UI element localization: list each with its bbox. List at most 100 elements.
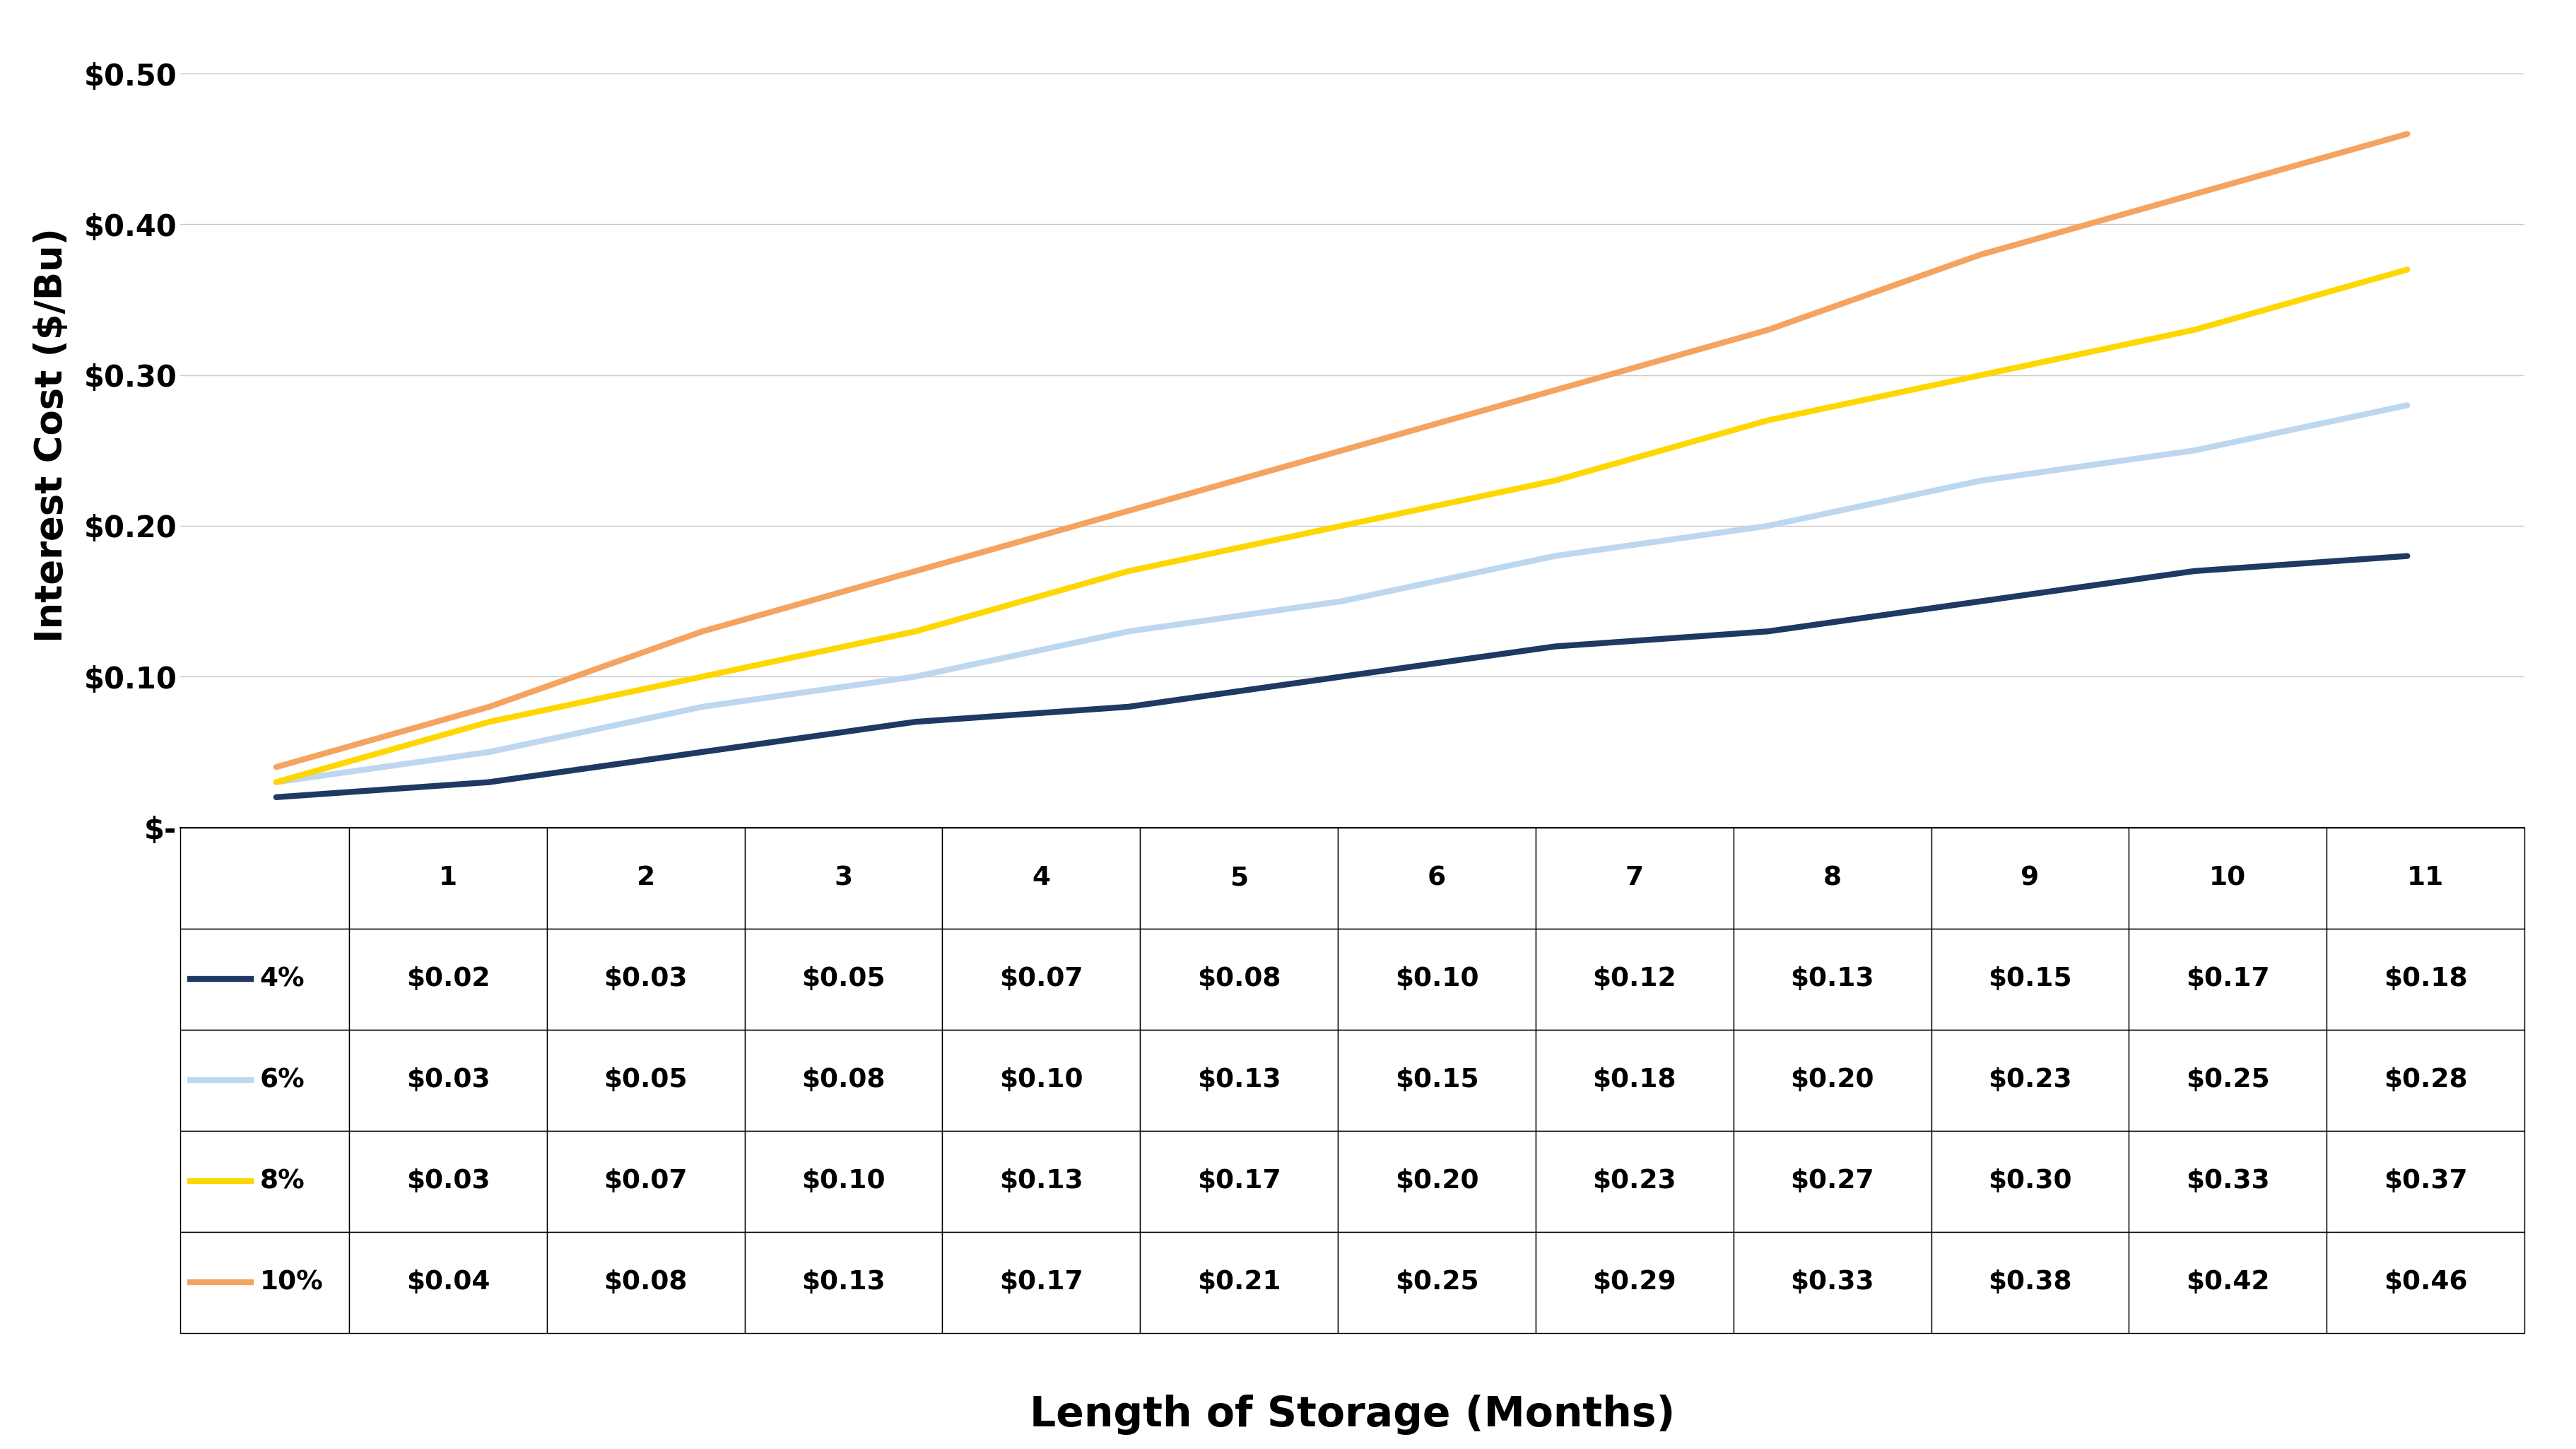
Bar (1734, 827, 1932, 929)
Bar (1932, 929, 2128, 1030)
Bar (1734, 1030, 1932, 1130)
Text: $0.37: $0.37 (2383, 1169, 2468, 1194)
Text: $0.28: $0.28 (2383, 1068, 2468, 1093)
Bar (1734, 1130, 1932, 1232)
Bar (180, 1130, 350, 1232)
Text: $0.18: $0.18 (1592, 1068, 1677, 1093)
Text: $0.29: $0.29 (1592, 1269, 1677, 1295)
Bar (2326, 827, 2524, 929)
Text: $0.15: $0.15 (1394, 1068, 1479, 1093)
Text: $0.03: $0.03 (407, 1169, 489, 1194)
Text: $0.05: $0.05 (603, 1068, 688, 1093)
Bar (2128, 929, 2326, 1030)
Text: $0.04: $0.04 (407, 1269, 489, 1295)
Text: $0.13: $0.13 (801, 1269, 886, 1295)
Bar (1337, 1232, 1535, 1333)
Bar (350, 929, 546, 1030)
Text: $0.25: $0.25 (2187, 1068, 2269, 1093)
Text: 9: 9 (2020, 865, 2040, 891)
Bar (1141, 1130, 1337, 1232)
Text: 11: 11 (2406, 865, 2445, 891)
Text: 10%: 10% (260, 1269, 322, 1295)
Text: $0.33: $0.33 (2187, 1169, 2269, 1194)
Bar (1535, 1030, 1734, 1130)
Text: 10: 10 (2210, 865, 2246, 891)
Text: $0.17: $0.17 (999, 1269, 1082, 1295)
Bar (943, 1030, 1141, 1130)
Bar (546, 929, 744, 1030)
Text: $0.46: $0.46 (2383, 1269, 2468, 1295)
Text: $0.03: $0.03 (603, 966, 688, 991)
Text: $0.08: $0.08 (1198, 966, 1280, 991)
Bar (180, 827, 350, 929)
Text: $0.23: $0.23 (1989, 1068, 2071, 1093)
Bar (2128, 1232, 2326, 1333)
Text: $0.21: $0.21 (1198, 1269, 1280, 1295)
Bar (2128, 1130, 2326, 1232)
Bar (350, 1232, 546, 1333)
Bar (350, 1030, 546, 1130)
Text: $0.25: $0.25 (1394, 1269, 1479, 1295)
Bar (744, 929, 943, 1030)
Text: $0.17: $0.17 (1198, 1169, 1280, 1194)
Bar (1535, 827, 1734, 929)
Bar (2326, 1030, 2524, 1130)
Text: $0.13: $0.13 (1790, 966, 1875, 991)
Text: $0.07: $0.07 (999, 966, 1082, 991)
Bar (1932, 1232, 2128, 1333)
Bar (943, 1232, 1141, 1333)
Bar (744, 1130, 943, 1232)
Text: $0.10: $0.10 (801, 1169, 886, 1194)
Bar (180, 929, 350, 1030)
Text: $0.17: $0.17 (2187, 966, 2269, 991)
Bar (1141, 827, 1337, 929)
Bar (1535, 929, 1734, 1030)
Bar (2326, 929, 2524, 1030)
Text: $0.18: $0.18 (2383, 966, 2468, 991)
Bar (1141, 1232, 1337, 1333)
Text: $0.20: $0.20 (1396, 1169, 1479, 1194)
Text: $0.20: $0.20 (1790, 1068, 1875, 1093)
Text: 2: 2 (636, 865, 654, 891)
Text: $0.15: $0.15 (1989, 966, 2071, 991)
Text: 5: 5 (1229, 865, 1249, 891)
Bar (943, 1130, 1141, 1232)
Bar (1337, 929, 1535, 1030)
Text: 8: 8 (1824, 865, 1842, 891)
Bar (1932, 1130, 2128, 1232)
Bar (350, 1130, 546, 1232)
Bar (943, 827, 1141, 929)
Text: $0.38: $0.38 (1989, 1269, 2071, 1295)
Bar (546, 1232, 744, 1333)
Text: 3: 3 (835, 865, 853, 891)
Bar (180, 1030, 350, 1130)
Bar (1535, 1130, 1734, 1232)
Bar (546, 1030, 744, 1130)
Bar (1932, 827, 2128, 929)
Text: 7: 7 (1625, 865, 1643, 891)
Bar (1734, 1232, 1932, 1333)
Bar (1337, 1030, 1535, 1130)
Bar (1337, 1130, 1535, 1232)
Text: $0.23: $0.23 (1592, 1169, 1677, 1194)
Y-axis label: Interest Cost ($/Bu): Interest Cost ($/Bu) (33, 227, 70, 643)
Text: $0.13: $0.13 (999, 1169, 1082, 1194)
Bar (1141, 1030, 1337, 1130)
Bar (546, 827, 744, 929)
Bar (1141, 929, 1337, 1030)
Bar (2326, 1130, 2524, 1232)
Bar (1734, 929, 1932, 1030)
Text: 6: 6 (1427, 865, 1445, 891)
Text: 4: 4 (1033, 865, 1051, 891)
Bar (350, 827, 546, 929)
Text: $0.33: $0.33 (1790, 1269, 1875, 1295)
Text: $0.42: $0.42 (2187, 1269, 2269, 1295)
Bar (1932, 1030, 2128, 1130)
Bar (943, 929, 1141, 1030)
Text: $0.02: $0.02 (407, 966, 489, 991)
Text: $0.08: $0.08 (603, 1269, 688, 1295)
Bar (2128, 827, 2326, 929)
Text: $0.27: $0.27 (1790, 1169, 1875, 1194)
Text: $0.13: $0.13 (1198, 1068, 1280, 1093)
Text: $0.10: $0.10 (1396, 966, 1479, 991)
